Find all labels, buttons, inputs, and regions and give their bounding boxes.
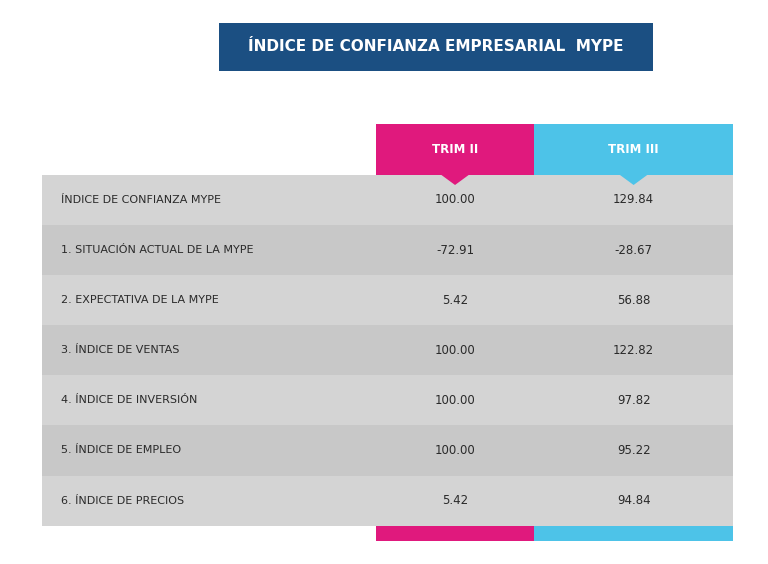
Text: TRIM II: TRIM II	[432, 143, 478, 156]
Text: 56.88: 56.88	[617, 294, 650, 307]
Text: 97.82: 97.82	[617, 394, 650, 407]
FancyBboxPatch shape	[534, 124, 733, 175]
Text: 94.84: 94.84	[617, 494, 650, 507]
Text: 5.42: 5.42	[442, 294, 468, 307]
Text: 122.82: 122.82	[613, 343, 654, 357]
Text: ÍNDICE DE CONFIANZA EMPRESARIAL  MYPE: ÍNDICE DE CONFIANZA EMPRESARIAL MYPE	[248, 39, 624, 54]
Text: 3. ÍNDICE DE VENTAS: 3. ÍNDICE DE VENTAS	[61, 345, 180, 355]
FancyBboxPatch shape	[376, 526, 534, 541]
Text: 1. SITUACIÓN ACTUAL DE LA MYPE: 1. SITUACIÓN ACTUAL DE LA MYPE	[61, 245, 254, 255]
Text: 100.00: 100.00	[435, 343, 475, 357]
Text: -28.67: -28.67	[614, 244, 653, 257]
FancyBboxPatch shape	[42, 475, 733, 526]
FancyBboxPatch shape	[376, 124, 534, 175]
FancyBboxPatch shape	[42, 375, 733, 425]
Text: 129.84: 129.84	[613, 193, 654, 206]
Text: 5.42: 5.42	[442, 494, 468, 507]
Text: TRIM III: TRIM III	[608, 143, 659, 156]
Text: 100.00: 100.00	[435, 444, 475, 457]
Text: -72.91: -72.91	[436, 244, 474, 257]
FancyBboxPatch shape	[534, 526, 733, 541]
Text: 4. ÍNDICE DE INVERSIÓN: 4. ÍNDICE DE INVERSIÓN	[61, 395, 198, 406]
Polygon shape	[441, 175, 468, 185]
Text: 100.00: 100.00	[435, 193, 475, 206]
FancyBboxPatch shape	[42, 275, 733, 325]
Text: ÍNDICE DE CONFIANZA MYPE: ÍNDICE DE CONFIANZA MYPE	[61, 195, 221, 205]
Text: 5. ÍNDICE DE EMPLEO: 5. ÍNDICE DE EMPLEO	[61, 446, 181, 456]
Text: 6. ÍNDICE DE PRECIOS: 6. ÍNDICE DE PRECIOS	[61, 496, 184, 505]
FancyBboxPatch shape	[219, 23, 653, 70]
Text: 2. EXPECTATIVA DE LA MYPE: 2. EXPECTATIVA DE LA MYPE	[61, 295, 219, 305]
FancyBboxPatch shape	[42, 175, 733, 225]
Polygon shape	[620, 175, 647, 185]
Text: 100.00: 100.00	[435, 394, 475, 407]
FancyBboxPatch shape	[42, 325, 733, 375]
FancyBboxPatch shape	[42, 425, 733, 475]
FancyBboxPatch shape	[42, 225, 733, 275]
Text: 95.22: 95.22	[617, 444, 650, 457]
